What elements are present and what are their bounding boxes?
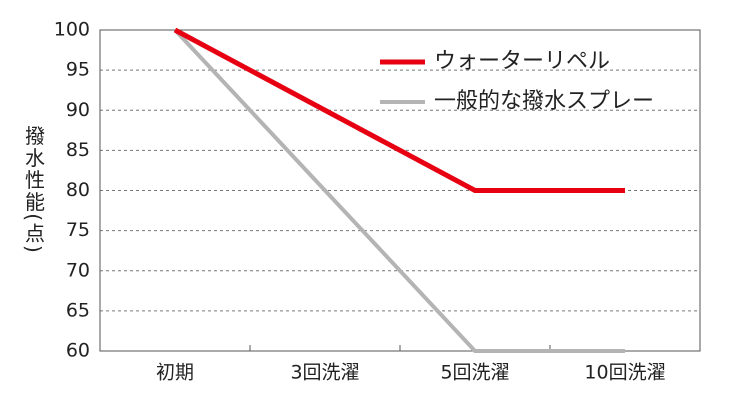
y-tick-label: 80 <box>66 179 90 201</box>
y-tick-label: 65 <box>66 299 90 321</box>
x-tick-label: 5回洗濯 <box>440 362 509 384</box>
y-tick-label: 100 <box>54 19 90 41</box>
y-tick-label: 90 <box>66 99 90 121</box>
y-tick-label: 70 <box>66 259 90 281</box>
y-tick-label: 95 <box>66 59 90 81</box>
y-tick-label: 75 <box>66 219 90 241</box>
x-tick-label: 3回洗濯 <box>290 362 359 384</box>
series-line <box>173 27 625 193</box>
x-tick-label: 10回洗濯 <box>584 362 665 384</box>
legend-label: ウォーターリペル <box>434 49 610 74</box>
y-tick-label: 60 <box>66 340 90 362</box>
y-tick-label: 85 <box>66 139 90 161</box>
x-tick-label: 初期 <box>156 362 194 384</box>
legend-label: 一般的な撥水スプレー <box>434 89 654 114</box>
y-axis-label: 撥水性能(点) <box>22 125 46 255</box>
series-line <box>173 28 625 353</box>
